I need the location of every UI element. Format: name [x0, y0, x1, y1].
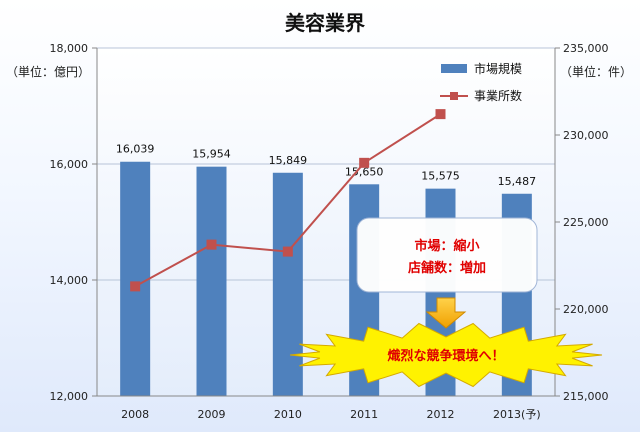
legend-label-line: 事業所数 [474, 88, 522, 103]
x-tick-label: 2012 [427, 408, 455, 421]
bar-data-label: 15,849 [269, 154, 308, 167]
legend: 市場規模 事業所数 [440, 61, 522, 103]
left-tick-label: 16,000 [50, 158, 89, 171]
callout-line-1: 市場：縮小 [414, 238, 479, 254]
x-tick-label: 2009 [198, 408, 226, 421]
line-point [206, 239, 217, 250]
right-tick-label: 225,000 [563, 216, 609, 229]
left-tick-label: 12,000 [50, 390, 89, 403]
down-arrow-icon [425, 297, 467, 329]
x-tick-label: 2013(予) [493, 408, 541, 421]
line-series-group [130, 109, 446, 292]
right-tick-label: 235,000 [563, 42, 609, 55]
line-point [282, 246, 293, 257]
x-tick-label: 2010 [274, 408, 302, 421]
left-axis-unit: （単位：億円） [6, 64, 90, 79]
legend-label-bar: 市場規模 [474, 61, 522, 76]
line-point [130, 281, 141, 292]
right-tick-labels: 215,000 220,000 225,000 230,000 235,000 [555, 42, 609, 403]
bar-data-label: 15,575 [421, 170, 460, 183]
bar-data-label: 16,039 [116, 143, 155, 156]
callout: 市場：縮小 店舗数：増加 [356, 217, 538, 293]
bar-data-label: 15,954 [192, 148, 231, 161]
legend-swatch-marker [450, 92, 458, 100]
x-tick-labels: 2008 2009 2010 2011 2012 2013(予) [121, 408, 540, 421]
right-tick-label: 230,000 [563, 129, 609, 142]
right-tick-label: 220,000 [563, 303, 609, 316]
left-tick-labels: 12,000 14,000 16,000 18,000 [50, 42, 97, 403]
bar [120, 161, 151, 396]
right-axis-unit: （単位：件） [560, 64, 632, 79]
x-tick-label: 2008 [121, 408, 149, 421]
callout-box [356, 217, 538, 293]
line-point [435, 109, 446, 120]
line-point [359, 157, 370, 168]
bar [272, 172, 303, 396]
left-tick-label: 18,000 [50, 42, 89, 55]
bar [196, 166, 227, 396]
callout-line-2: 店舗数：増加 [408, 260, 486, 276]
legend-swatch-bar [441, 64, 467, 73]
right-tick-label: 215,000 [563, 390, 609, 403]
left-tick-label: 14,000 [50, 274, 89, 287]
bar-data-label: 15,487 [498, 175, 537, 188]
chart-title: 美容業界 [285, 11, 365, 35]
burst-text: 熾烈な競争環境へ！ [387, 348, 504, 364]
x-tick-label: 2011 [350, 408, 378, 421]
burst-shape [289, 322, 603, 388]
